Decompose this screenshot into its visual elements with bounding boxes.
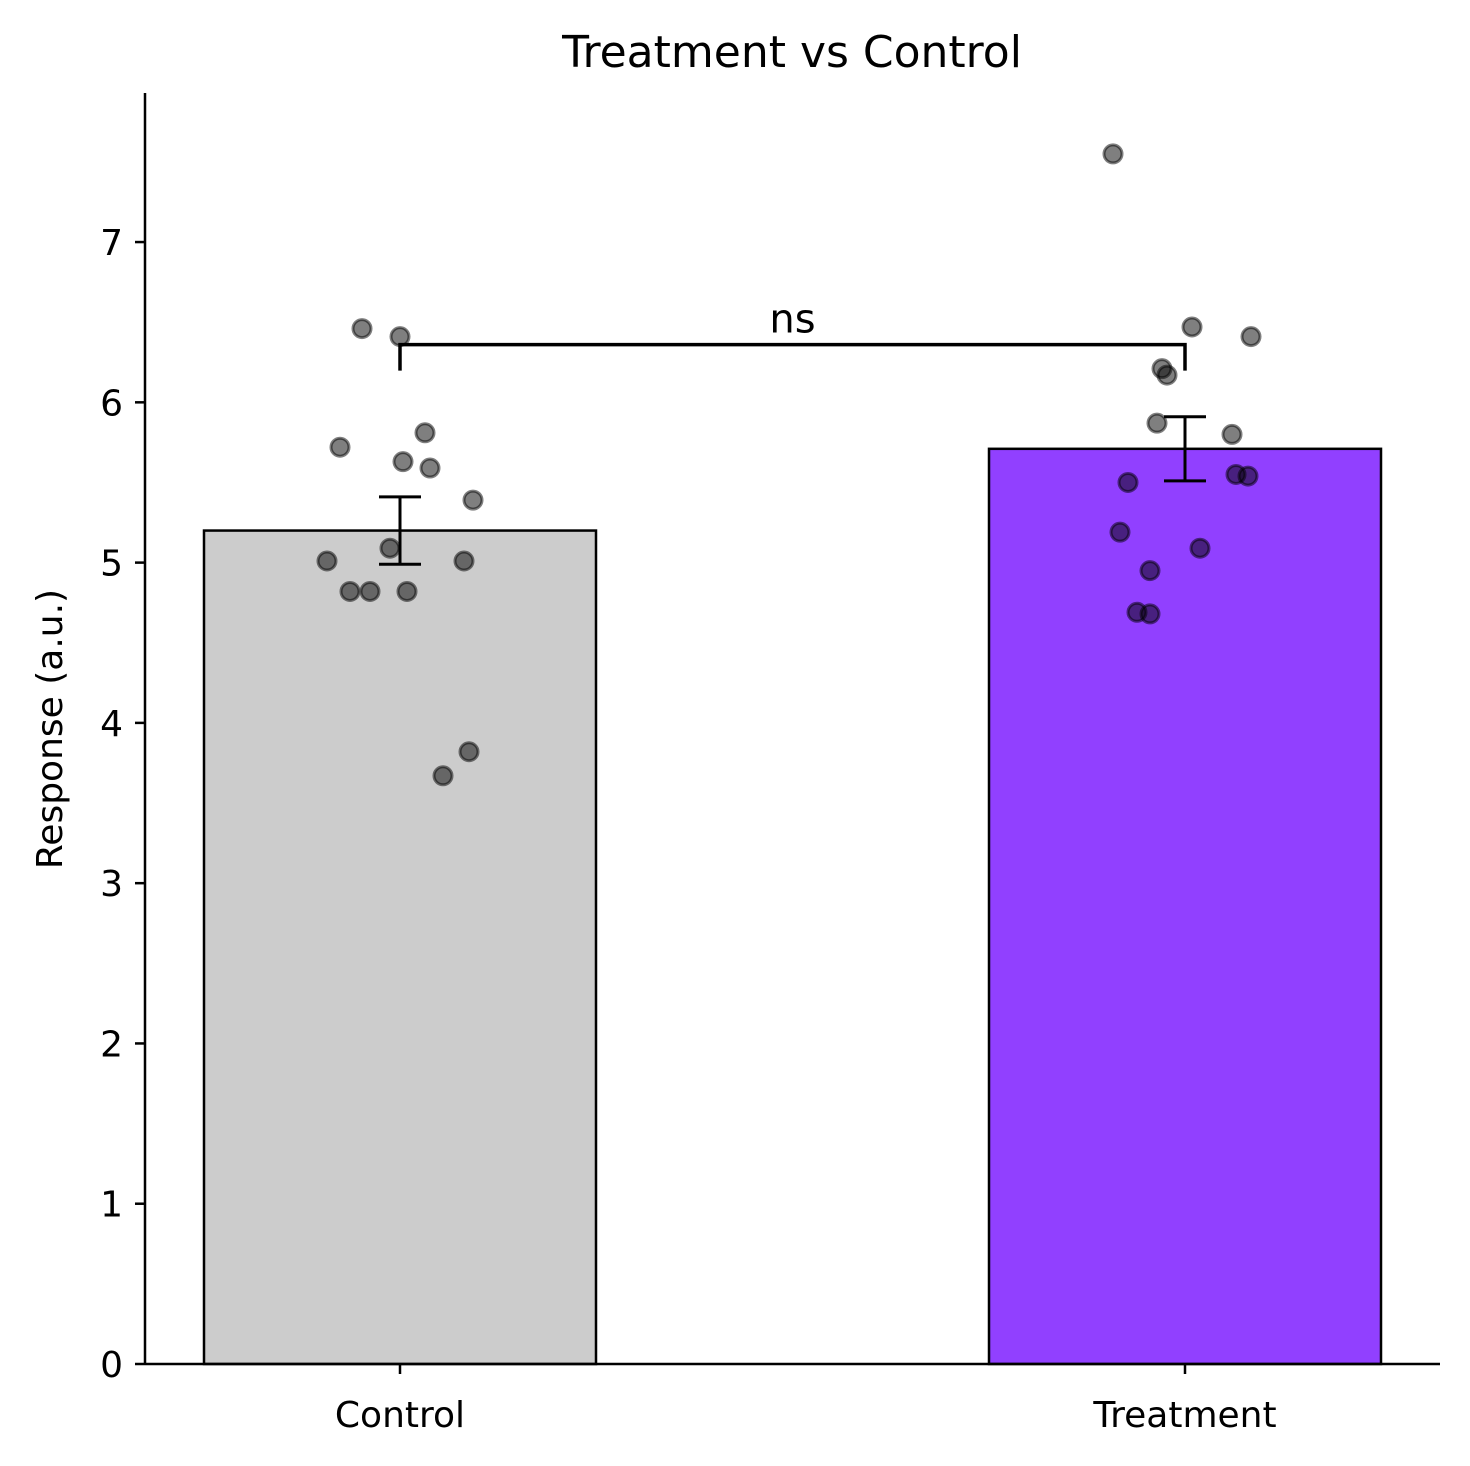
y-tick-label: 0 — [100, 1345, 123, 1386]
data-point — [1139, 603, 1161, 625]
data-point — [1117, 471, 1139, 493]
y-axis-label: Response (a.u.) — [30, 589, 71, 869]
bar-treatment — [987, 447, 1383, 1366]
data-point — [458, 741, 480, 763]
chart-title: Treatment vs Control — [561, 27, 1022, 78]
x-tick-label: Treatment — [1092, 1395, 1276, 1436]
y-tick-label: 3 — [100, 864, 123, 905]
data-point — [432, 765, 454, 787]
significance-bracket — [398, 342, 1187, 371]
data-point — [396, 580, 418, 602]
data-point — [419, 457, 441, 479]
data-point — [1156, 364, 1178, 386]
axes-layer: Control Treatment 0 1 2 3 4 5 6 7 — [100, 93, 1440, 1436]
bars-layer — [202, 447, 1383, 1366]
data-point — [1102, 143, 1124, 165]
data-point — [316, 550, 338, 572]
data-point — [392, 451, 414, 473]
y-tick-label: 5 — [100, 544, 123, 585]
data-point — [1221, 423, 1243, 445]
data-point — [359, 580, 381, 602]
significance-label: ns — [769, 297, 815, 343]
bar-control — [202, 529, 598, 1366]
data-point — [329, 436, 351, 458]
data-point — [462, 489, 484, 511]
y-tick-label: 6 — [100, 383, 123, 424]
significance-layer: ns — [398, 297, 1187, 371]
data-point — [339, 580, 361, 602]
data-point — [1189, 537, 1211, 559]
data-point — [379, 537, 401, 559]
y-tick-label: 7 — [100, 223, 123, 264]
data-point — [1139, 560, 1161, 582]
x-tick-label: Control — [335, 1395, 465, 1436]
y-tick-label: 1 — [100, 1185, 123, 1226]
error-bars-layer — [379, 415, 1206, 566]
data-point — [1109, 521, 1131, 543]
data-point — [1240, 326, 1262, 348]
y-tick-label: 2 — [100, 1024, 123, 1065]
y-tick-label: 4 — [100, 704, 123, 745]
data-point — [1181, 316, 1203, 338]
data-point — [351, 318, 373, 340]
data-point — [1237, 465, 1259, 487]
data-point — [453, 550, 475, 572]
data-point — [414, 422, 436, 444]
points-layer — [316, 143, 1262, 787]
data-point — [1146, 412, 1168, 434]
